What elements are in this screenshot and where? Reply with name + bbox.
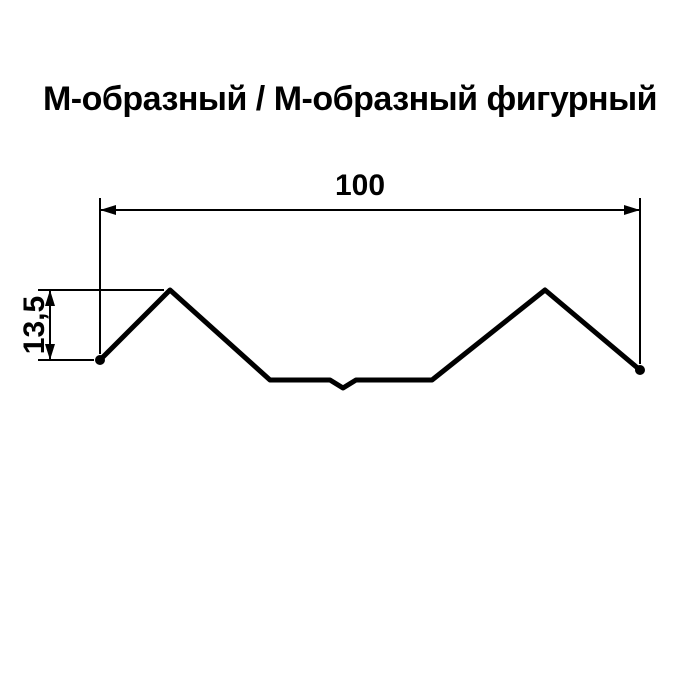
dimension-arrowhead (100, 205, 116, 215)
profile-polyline (100, 290, 640, 388)
dimension-arrowhead (624, 205, 640, 215)
dim-width-label: 100 (335, 169, 385, 202)
diagram-svg: 100 13,5 (0, 0, 700, 700)
profile-endpoint-right (635, 365, 645, 375)
diagram-container: М-образный / М-образный фигурный 10013,5 (0, 0, 700, 700)
profile-endpoint-left (95, 355, 105, 365)
dim-height-label: 13,5 (18, 296, 51, 354)
